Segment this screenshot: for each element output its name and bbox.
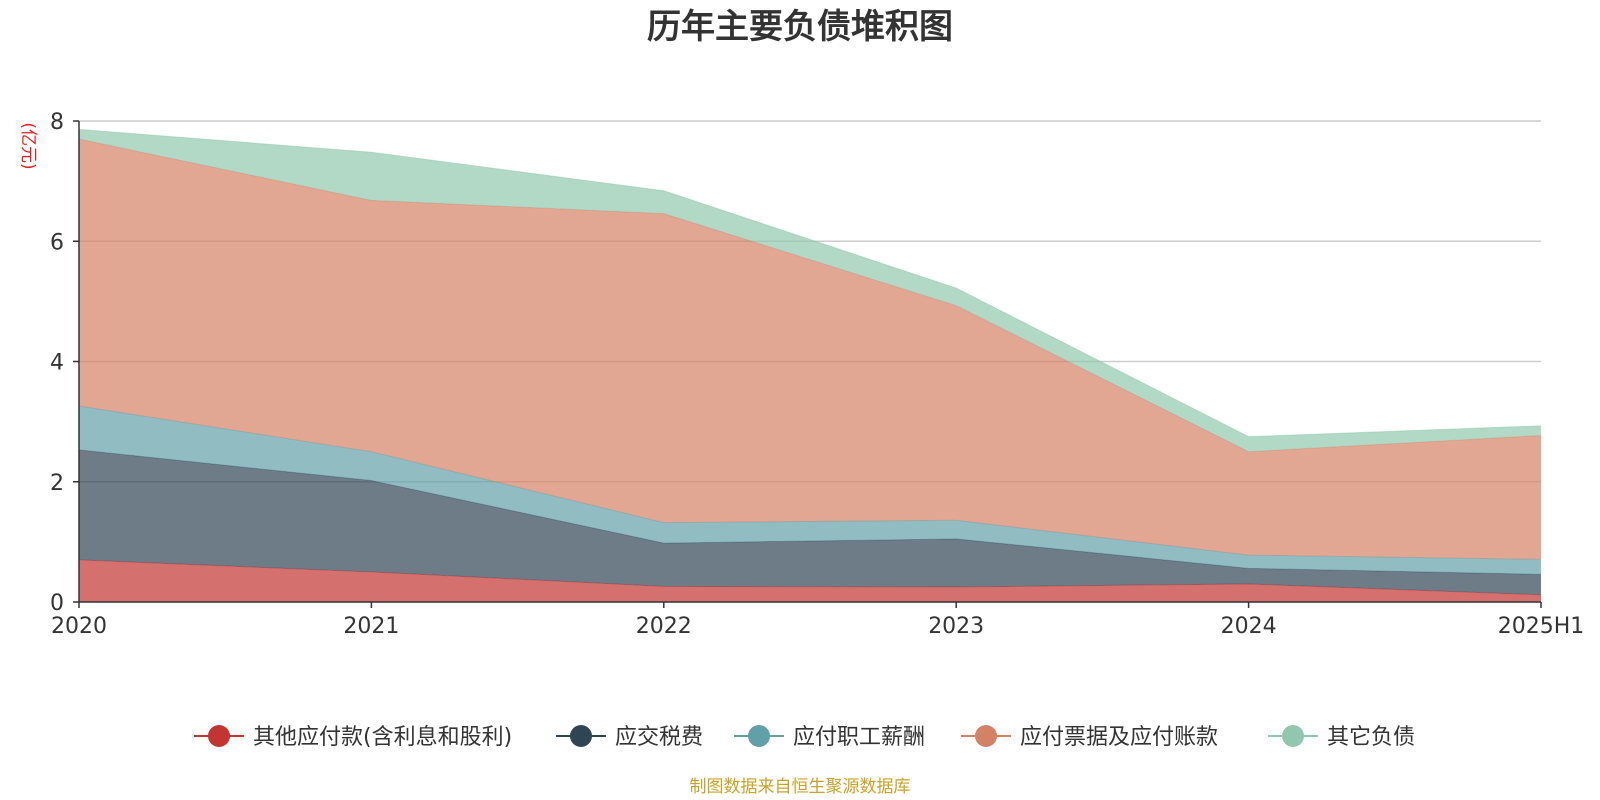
x-tick-label: 2023	[928, 614, 984, 639]
x-tick-label: 2020	[51, 614, 107, 639]
y-tick-label: 2	[50, 471, 64, 496]
legend-label: 应交税费	[615, 725, 703, 750]
y-tick-label: 0	[50, 591, 64, 616]
x-tick-label: 2025H1	[1498, 614, 1585, 639]
legend-item-4[interactable]: 其它负债	[1268, 725, 1415, 750]
legend-item-1[interactable]: 应交税费	[556, 725, 703, 750]
legend-marker	[1282, 725, 1304, 747]
legend-label: 应付职工薪酬	[793, 725, 925, 750]
legend-marker	[570, 725, 592, 747]
x-tick-label: 2021	[343, 614, 399, 639]
legend-label: 其它负债	[1327, 725, 1415, 750]
area-series-group	[78, 128, 1542, 602]
legend-marker	[748, 725, 770, 747]
area-series-1[interactable]	[79, 449, 1541, 595]
area-series-4[interactable]	[79, 129, 1541, 452]
y-tick-label: 4	[50, 351, 64, 376]
area-series-0[interactable]	[79, 559, 1541, 602]
legend-label: 应付票据及应付账款	[1020, 725, 1218, 750]
legend-marker	[208, 725, 230, 747]
chart-title: 历年主要负债堆积图	[647, 7, 953, 47]
data-source-note: 制图数据来自恒生聚源数据库	[690, 777, 911, 797]
area-series-3[interactable]	[79, 139, 1541, 560]
x-tick-label: 2024	[1221, 614, 1277, 639]
y-tick-label: 8	[50, 110, 64, 135]
legend-item-3[interactable]: 应付票据及应付账款	[961, 725, 1218, 750]
y-tick-label: 6	[50, 230, 64, 255]
area-series-edge-4	[78, 128, 1542, 438]
x-tick-label: 2022	[636, 614, 692, 639]
legend-item-0[interactable]: 其他应付款(含利息和股利)	[194, 725, 512, 750]
axes: 0 2 4 6 8 2020 2021 2022 2023 2024 2025H1	[50, 110, 1584, 639]
legend[interactable]: 其他应付款(含利息和股利) 应交税费 应付职工薪酬 应付票据及应付账款 其它负债	[194, 725, 1415, 750]
legend-item-2[interactable]: 应付职工薪酬	[734, 725, 925, 750]
y-axis-unit-label: (亿元)	[18, 122, 38, 169]
legend-label: 其他应付款(含利息和股利)	[253, 725, 512, 750]
legend-marker	[975, 725, 997, 747]
